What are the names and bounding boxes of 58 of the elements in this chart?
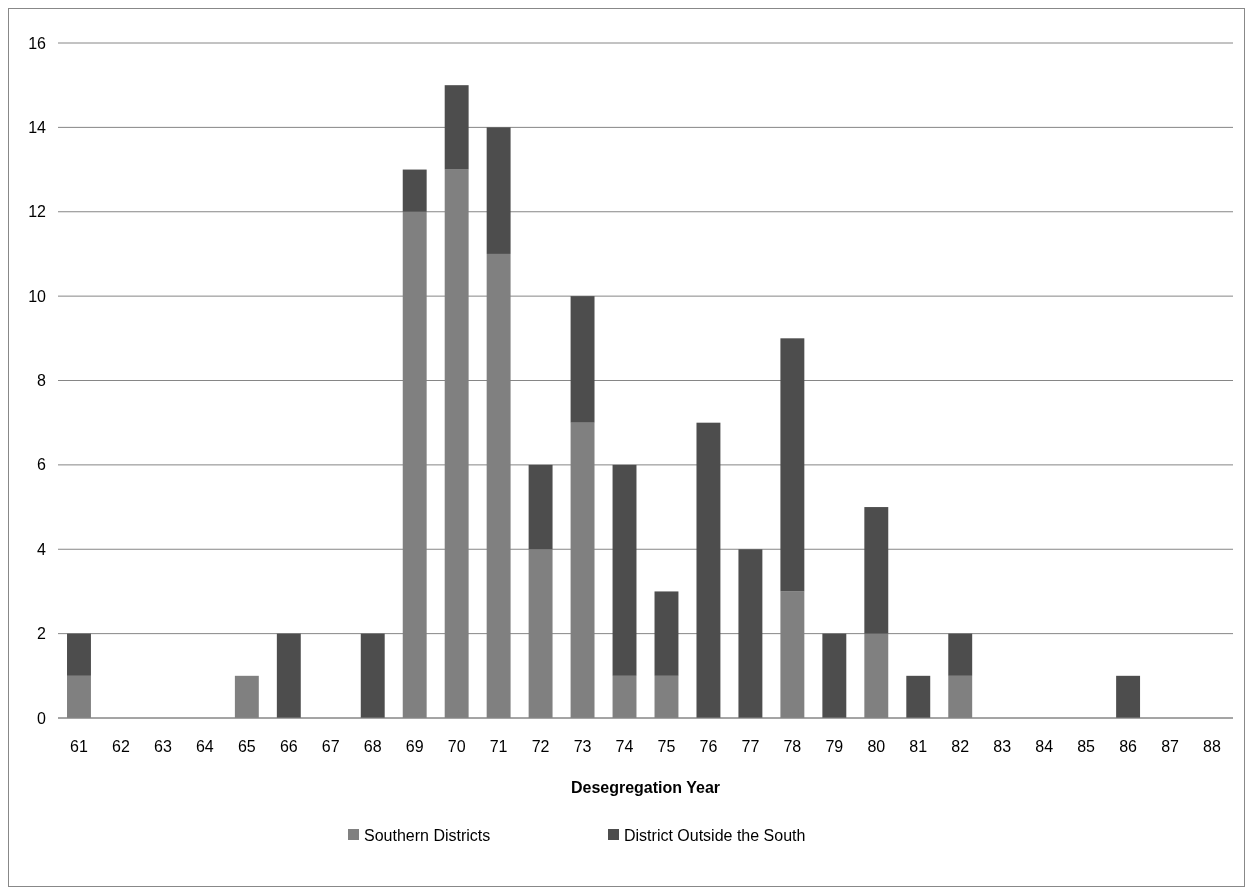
x-tick-label: 69 xyxy=(405,738,424,755)
bar xyxy=(402,169,427,212)
x-tick-label: 62 xyxy=(112,738,130,755)
x-tick-label: 85 xyxy=(1077,738,1096,755)
x-tick-label: 81 xyxy=(909,738,928,755)
bar xyxy=(528,464,553,550)
x-tick-label: 78 xyxy=(783,738,802,755)
bar xyxy=(612,464,637,676)
y-tick-label: 8 xyxy=(37,372,47,390)
x-tick-label: 88 xyxy=(1203,738,1222,755)
x-tick-label: 63 xyxy=(154,738,172,755)
x-tick-label: 65 xyxy=(237,738,256,755)
bar xyxy=(906,675,931,718)
y-tick-label: 16 xyxy=(28,34,47,52)
x-tick-label: 87 xyxy=(1161,738,1180,755)
bar xyxy=(1116,675,1141,718)
y-tick-label: 10 xyxy=(28,287,47,305)
legend-label: Southern Districts xyxy=(364,826,491,844)
x-tick-label: 73 xyxy=(573,738,592,755)
bar xyxy=(654,591,679,676)
y-tick-label: 4 xyxy=(37,540,47,558)
bar xyxy=(486,127,511,254)
x-tick-label: 84 xyxy=(1035,738,1054,755)
x-tick-label: 66 xyxy=(279,738,298,755)
bar xyxy=(864,507,889,634)
bar xyxy=(570,296,595,423)
y-tick-label: 14 xyxy=(28,118,47,136)
x-tick-label: 71 xyxy=(489,738,508,755)
legend-label: District Outside the South xyxy=(624,826,806,844)
x-axis-title: Desegregation Year xyxy=(570,779,721,796)
x-tick-label: 79 xyxy=(825,738,844,755)
x-tick-label: 75 xyxy=(657,738,676,755)
x-tick-label: 70 xyxy=(447,738,466,755)
x-tick-label: 67 xyxy=(321,738,340,755)
y-tick-label: 12 xyxy=(28,203,47,221)
x-tick-label: 72 xyxy=(531,738,550,755)
bar xyxy=(696,422,721,718)
x-tick-label: 64 xyxy=(195,738,214,755)
x-tick-label: 76 xyxy=(699,738,718,755)
y-tick-label: 0 xyxy=(37,709,47,727)
bar xyxy=(444,85,469,170)
y-tick-label: 6 xyxy=(37,456,47,474)
bar xyxy=(67,633,91,676)
x-tick-label: 80 xyxy=(867,738,886,755)
bar xyxy=(822,633,847,718)
x-tick-label: 82 xyxy=(951,738,970,755)
bar xyxy=(360,633,385,718)
x-tick-label: 86 xyxy=(1119,738,1138,755)
x-tick-label: 68 xyxy=(363,738,382,755)
x-tick-label: 77 xyxy=(741,738,760,755)
bar xyxy=(948,633,973,676)
y-tick-label: 2 xyxy=(37,625,47,643)
x-tick-label: 74 xyxy=(615,738,634,755)
bar xyxy=(276,633,301,718)
x-tick-label: 83 xyxy=(993,738,1012,755)
bar xyxy=(780,338,805,592)
bar xyxy=(738,549,763,718)
x-tick-label: 61 xyxy=(70,738,88,755)
